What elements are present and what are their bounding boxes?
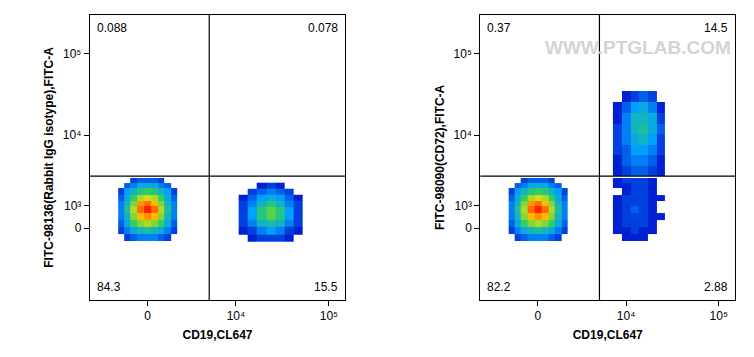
svg-text:0: 0 [535,309,542,323]
svg-text:10⁴: 10⁴ [617,309,636,323]
svg-text:10⁴: 10⁴ [63,128,82,142]
svg-text:FITC-98136(Rabbit IgG isotype): FITC-98136(Rabbit IgG isotype),FITC-A [42,47,56,268]
svg-text:FITC-98090(CD72),FITC-A: FITC-98090(CD72),FITC-A [433,84,447,230]
svg-text:10⁵: 10⁵ [454,47,472,61]
svg-text:10³: 10³ [455,199,472,213]
svg-text:10⁵: 10⁵ [63,47,81,61]
svg-text:CD19,CL647: CD19,CL647 [573,328,643,342]
svg-text:10⁴: 10⁴ [227,309,246,323]
svg-text:10⁵: 10⁵ [320,309,338,323]
svg-text:0: 0 [75,221,82,235]
svg-text:0.37: 0.37 [487,21,511,35]
svg-text:15.5: 15.5 [314,280,338,294]
svg-text:WWW.PTGLAB.COM: WWW.PTGLAB.COM [545,37,731,58]
svg-text:0: 0 [144,309,151,323]
svg-text:10⁴: 10⁴ [453,128,472,142]
svg-text:0: 0 [465,221,472,235]
svg-text:0.078: 0.078 [308,21,338,35]
svg-text:10³: 10³ [64,199,81,213]
svg-text:0.088: 0.088 [97,21,127,35]
svg-text:14.5: 14.5 [704,21,728,35]
svg-text:2.88: 2.88 [704,280,728,294]
svg-text:10⁵: 10⁵ [710,309,728,323]
svg-text:CD19,CL647: CD19,CL647 [183,328,253,342]
svg-text:82.2: 82.2 [487,280,511,294]
svg-text:84.3: 84.3 [97,280,121,294]
